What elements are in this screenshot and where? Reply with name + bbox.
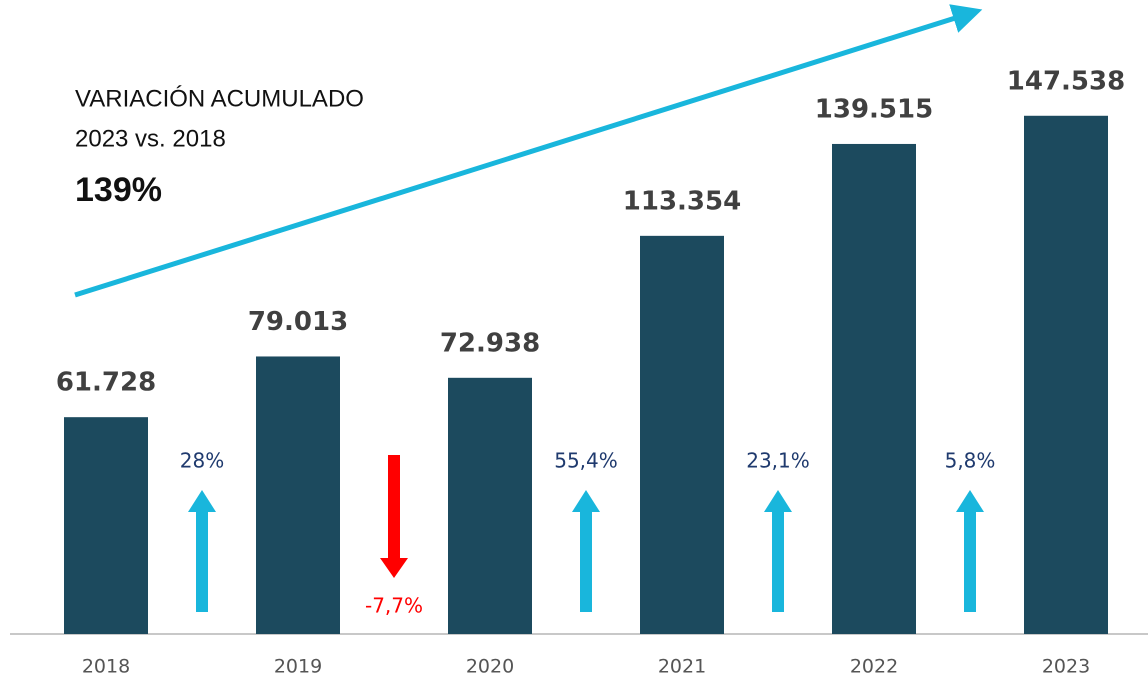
- change-label: 5,8%: [945, 449, 996, 473]
- value-label: 139.515: [815, 94, 933, 124]
- change-label: 23,1%: [746, 449, 810, 473]
- value-label: 113.354: [623, 186, 741, 216]
- value-label: 72.938: [440, 328, 540, 358]
- value-label: 61.728: [56, 368, 156, 398]
- change-arrow: [188, 490, 216, 612]
- value-label: 79.013: [248, 307, 348, 337]
- subtitle: 2023 vs. 2018: [75, 125, 226, 152]
- value-label: 147.538: [1007, 66, 1125, 96]
- change-arrow: [380, 455, 408, 578]
- annotation: 139%: [75, 171, 162, 209]
- change-arrow: [572, 490, 600, 612]
- bar: [640, 235, 724, 635]
- change-label: -7,7%: [365, 594, 423, 618]
- bar: [832, 143, 916, 635]
- bar: [448, 377, 532, 634]
- change-arrow: [956, 490, 984, 612]
- x-tick-label: 2020: [466, 656, 514, 678]
- title: VARIACIÓN ACUMULADO: [75, 85, 364, 112]
- change-label: 28%: [180, 449, 224, 473]
- bar: [1024, 115, 1108, 635]
- x-tick-label: 2022: [850, 656, 898, 678]
- x-tick-label: 2023: [1042, 656, 1090, 678]
- change-arrow: [764, 490, 792, 612]
- x-tick-label: 2018: [82, 656, 130, 678]
- x-tick-label: 2021: [658, 656, 706, 678]
- bar: [256, 356, 340, 634]
- trend-arrow: [74, 4, 983, 298]
- x-tick-label: 2019: [274, 656, 322, 678]
- change-label: 55,4%: [554, 449, 618, 473]
- bar: [64, 417, 148, 634]
